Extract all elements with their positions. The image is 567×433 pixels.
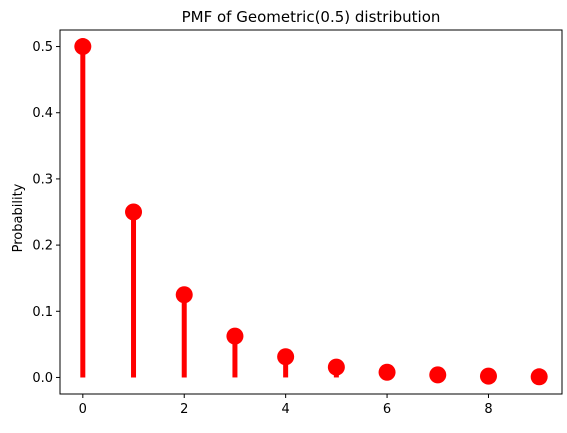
y-tick-label: 0.5 (32, 40, 53, 55)
y-tick-label: 0.3 (32, 172, 53, 187)
x-tick-label: 2 (180, 402, 188, 417)
stem-marker (277, 348, 295, 366)
x-tick-label: 6 (383, 402, 391, 417)
x-tick-label: 8 (484, 402, 492, 417)
stem-marker (479, 367, 497, 385)
x-tick-label: 0 (79, 402, 87, 417)
stem-marker (429, 366, 447, 384)
plot-frame (59, 29, 563, 395)
markers-group (74, 38, 548, 386)
x-tick-label: 4 (282, 402, 290, 417)
stems-group (80, 46, 542, 378)
y-tick-label: 0.0 (32, 371, 53, 386)
y-tick-label: 0.2 (32, 239, 53, 254)
y-tick-label: 0.1 (32, 305, 53, 320)
stem-marker (378, 363, 396, 381)
stem-marker (530, 368, 548, 386)
y-axis-label: Probability (11, 183, 26, 252)
stem-marker (327, 358, 345, 376)
y-ticks-group: 0.0 0.1 0.2 0.3 0.4 0.5 (32, 40, 60, 386)
stem-marker (175, 286, 193, 304)
x-ticks-group: 0 2 4 6 8 (79, 394, 493, 417)
stem-marker (125, 203, 143, 221)
y-tick-label: 0.4 (32, 106, 53, 121)
chart-title: PMF of Geometric(0.5) distribution (182, 8, 441, 26)
stem-marker (74, 38, 92, 56)
stem-marker (226, 327, 244, 345)
